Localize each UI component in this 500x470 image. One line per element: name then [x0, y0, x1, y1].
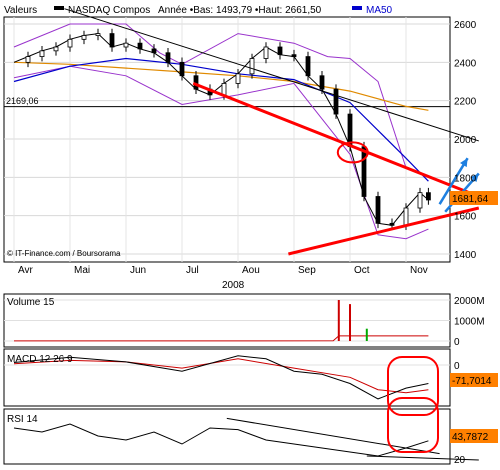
indicator-series — [13, 300, 429, 457]
trend-line — [64, 8, 479, 142]
candle-body — [425, 192, 431, 201]
x-tick-label: Mai — [74, 265, 90, 276]
volume-title: Volume 15 — [7, 297, 55, 308]
rsi-value-label: 43,7872 — [452, 432, 489, 443]
y-tick-label: 2000 — [454, 135, 477, 146]
y-tick-label: 1400 — [454, 250, 477, 261]
breakout-circle — [336, 141, 369, 164]
y-tick-label: 2400 — [454, 58, 477, 69]
rsi-title: RSI 14 — [7, 414, 38, 425]
x-tick-label: Nov — [410, 265, 428, 276]
range-info: Année •Bas: 1493,79 •Haut: 2661,50 — [158, 5, 322, 16]
candle-body — [403, 207, 409, 226]
price-series — [13, 28, 431, 231]
rsi-trend-line — [366, 455, 479, 461]
trend-line — [192, 82, 480, 198]
bollinger-upper-line — [13, 23, 429, 178]
macd-line — [13, 355, 429, 400]
x-tick-label: Aou — [242, 265, 260, 276]
x-tick-label: Oct — [354, 265, 370, 276]
ma50-swatch — [352, 6, 362, 10]
up-arrow — [438, 157, 469, 205]
rsi-highlight — [387, 397, 439, 453]
candle-body — [249, 58, 255, 75]
year-label: 2008 — [222, 280, 245, 291]
y-tick-label: 2200 — [454, 97, 477, 108]
bollinger-bands — [13, 23, 429, 240]
y-tick-label: 1800 — [454, 173, 477, 184]
macd-value-label: -71,7014 — [452, 376, 492, 387]
macd-signal-line — [13, 358, 429, 394]
macd-value-badge — [450, 373, 498, 387]
up-arrow-head — [470, 173, 479, 183]
y-tick-label: 2600 — [454, 20, 477, 31]
volume-tick-label: 0 — [454, 337, 460, 348]
annotations — [64, 8, 480, 461]
candle-body — [151, 48, 157, 54]
macd-title: MACD 12 26 9 — [7, 354, 73, 365]
last-price-label: 1681,64 — [452, 194, 489, 205]
candle-body — [95, 33, 101, 36]
candle-body — [305, 56, 311, 77]
candle-body — [361, 146, 367, 197]
ma50-label: MA50 — [366, 5, 393, 16]
x-tick-label: Sep — [298, 265, 316, 276]
candle-body — [137, 42, 143, 50]
volume-average-line — [14, 335, 429, 342]
candle-body — [179, 61, 185, 77]
candle-body — [109, 33, 115, 48]
x-tick-label: Avr — [18, 265, 33, 276]
valeurs-label: Valeurs — [4, 5, 37, 16]
macd-highlight — [387, 356, 439, 416]
x-tick-label: Jul — [186, 265, 199, 276]
grid — [4, 17, 450, 366]
candle-body — [235, 73, 241, 84]
rsi-trend-line — [226, 417, 440, 455]
candle-body — [417, 192, 423, 209]
candle-body — [221, 83, 227, 96]
up-arrow-head — [460, 158, 468, 168]
candle-body — [291, 54, 297, 58]
series-name: NASDAQ Compos — [68, 5, 150, 16]
candle-body — [263, 46, 269, 59]
volume-tick-label: 2000M — [454, 296, 485, 307]
candle-body — [81, 35, 87, 40]
candle-body — [39, 50, 45, 57]
candle-body — [123, 42, 129, 48]
candle-body — [25, 56, 31, 63]
candle-body — [165, 52, 171, 63]
x-tick-label: Jun — [130, 265, 146, 276]
candle-body — [333, 88, 339, 115]
hline-label: 2169,06 — [6, 96, 39, 106]
macd-tick-label: 0 — [454, 361, 460, 372]
candle-body — [277, 46, 283, 56]
candle-body — [319, 75, 325, 90]
series-swatch — [54, 6, 64, 10]
candle-body — [53, 46, 59, 52]
last-price-badge — [450, 191, 498, 205]
candle-body — [389, 222, 395, 226]
trend-line — [288, 206, 480, 256]
rsi-line — [13, 423, 429, 457]
candle-body — [67, 38, 73, 48]
y-tick-label: 1600 — [454, 212, 477, 223]
bollinger-lower-line — [13, 65, 429, 240]
rsi-tick-label: 20 — [454, 455, 466, 465]
volume-tick-label: 1000M — [454, 317, 485, 328]
candle-body — [375, 196, 381, 224]
rsi-value-badge — [450, 429, 498, 443]
rsi-panel — [3, 408, 451, 465]
source-credit: © IT-Finance.com / Boursorama — [7, 249, 121, 258]
